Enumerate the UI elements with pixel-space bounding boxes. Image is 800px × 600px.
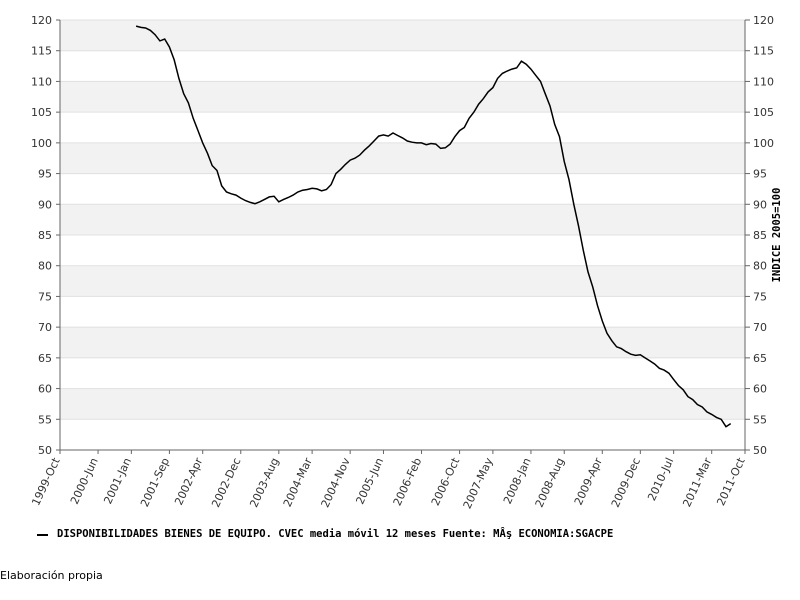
y-tick-label: 60 [38, 383, 52, 396]
grid-band [60, 388, 745, 420]
y-tick-label: 110 [31, 75, 52, 88]
y-tick-label: 100 [31, 137, 52, 150]
x-tick-label: 2008-Aug [533, 456, 567, 510]
grid-band [60, 81, 745, 113]
y2-tick-label: 105 [753, 106, 774, 119]
x-tick-label: 2009-Apr [572, 455, 605, 507]
x-tick-label: 2003-Aug [247, 456, 281, 510]
y2-tick-label: 75 [753, 290, 767, 303]
legend-label: DISPONIBILIDADES BIENES DE EQUIPO. CVEC … [57, 527, 613, 540]
x-tick-label: 2004-Mar [281, 455, 315, 509]
x-tick-label: 2001-Jan [101, 456, 134, 506]
y-tick-label: 65 [38, 352, 52, 365]
y-tick-label: 70 [38, 321, 52, 334]
y2-tick-label: 100 [753, 137, 774, 150]
x-tick-label: 2009-Dec [609, 456, 643, 510]
grid-band [60, 20, 745, 51]
x-tick-label: 2006-Oct [429, 455, 463, 508]
chart: INDICE 2005=100 50 55 60 65 70 75 80 85 90 95 100 1… [29, 14, 783, 540]
y2-tick-label: 60 [753, 383, 767, 396]
y-tick-label: 105 [31, 106, 52, 119]
y-tick-label: 80 [38, 260, 52, 273]
y2-tick-label: 50 [753, 444, 767, 457]
x-tick-label: 2002-Apr [172, 455, 205, 507]
x-tick-label: 2011-Oct [714, 455, 748, 508]
y2-tick-label: 70 [753, 321, 767, 334]
x-tick-label: 2004-Nov [319, 455, 354, 509]
y2-tick-label: 95 [753, 168, 767, 181]
grid-band [60, 204, 745, 235]
x-tick-label: 1999-Oct [29, 455, 63, 508]
x-tick-label: 2011-Mar [680, 455, 714, 509]
y2-tick-label: 110 [753, 75, 774, 88]
x-tick-label: 2006-Feb [391, 456, 425, 508]
grid-band [60, 327, 745, 358]
y2-tick-label: 85 [753, 229, 767, 242]
y2-tick-label: 120 [753, 14, 774, 27]
x-tick-label: 2000-Jun [68, 456, 101, 507]
x-tick-label: 2001-Sep [138, 456, 172, 509]
y-tick-label: 85 [38, 229, 52, 242]
y-tick-label: 95 [38, 168, 52, 181]
y2-tick-label: 90 [753, 198, 767, 211]
data-line [135, 25, 732, 428]
y-tick-label: 120 [31, 14, 52, 27]
x-tick-label: 2005-Jun [353, 456, 386, 507]
y2-tick-label: 80 [753, 260, 767, 273]
x-tick-label: 2002-Dec [209, 456, 243, 510]
y2-tick-label: 65 [753, 352, 767, 365]
x-tick-label: 2007-May [461, 455, 496, 511]
x-tick-label: 2010-Jul [645, 456, 676, 503]
y-tick-label: 75 [38, 290, 52, 303]
y-tick-label: 90 [38, 198, 52, 211]
y2-tick-label: 115 [753, 45, 774, 58]
footnote: Elaboración propia [0, 569, 103, 582]
x-tick-label: 2008-Jan [501, 456, 534, 506]
grid-band [60, 142, 745, 174]
y2-tick-label: 55 [753, 413, 767, 426]
grid-band [60, 265, 745, 297]
y-tick-label: 115 [31, 45, 52, 58]
y-tick-label: 55 [38, 413, 52, 426]
y2-axis-label: INDICE 2005=100 [771, 188, 783, 283]
y-tick-label: 50 [38, 444, 52, 457]
